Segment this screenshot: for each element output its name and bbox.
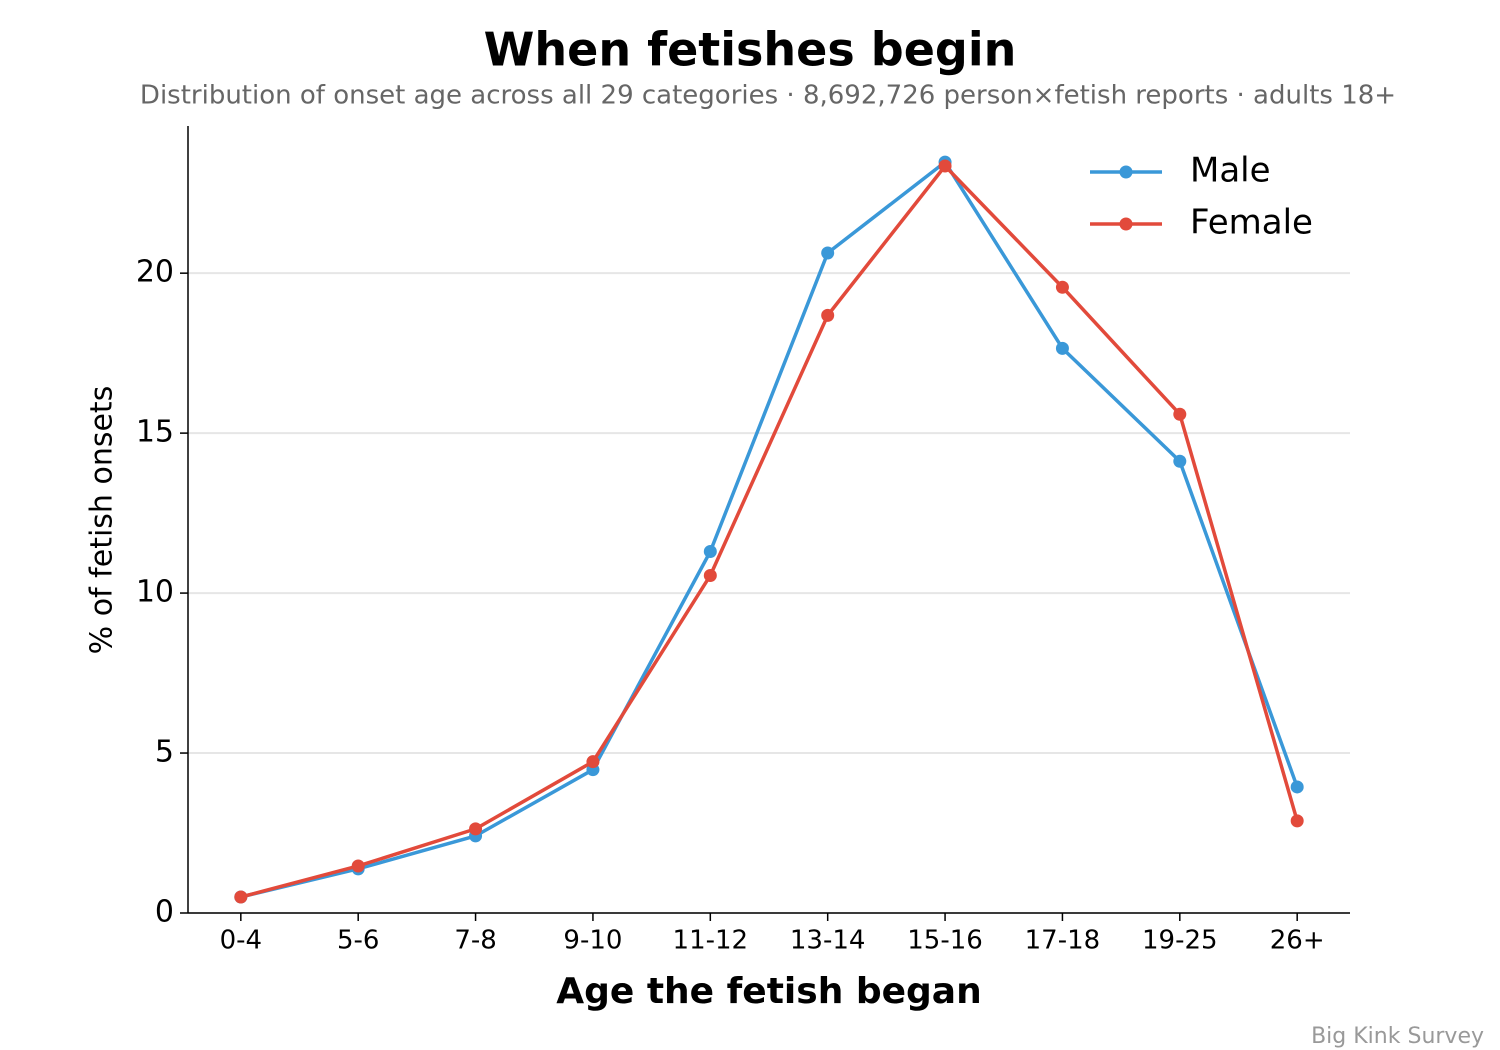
data-point	[938, 159, 952, 173]
y-tick-label: 0	[155, 895, 174, 930]
y-tick-label: 5	[155, 735, 174, 770]
x-axis-label: Age the fetish began	[556, 971, 981, 1012]
data-point	[469, 822, 483, 836]
y-tick-label: 20	[136, 255, 174, 290]
data-point	[703, 544, 717, 558]
data-point	[821, 246, 835, 260]
data-point	[586, 755, 600, 769]
legend-label: Female	[1190, 203, 1313, 243]
legend-marker	[1119, 217, 1133, 231]
x-tick-label: 0-4	[220, 926, 262, 956]
data-point	[1290, 814, 1304, 828]
data-point	[234, 890, 248, 904]
x-tick-label: 11-12	[673, 926, 749, 956]
x-tick-label: 13-14	[790, 926, 866, 956]
x-tick-label: 7-8	[454, 926, 496, 956]
chart-title: When fetishes begin	[484, 23, 1017, 77]
legend-marker	[1119, 165, 1133, 179]
x-tick-label: 9-10	[563, 926, 622, 956]
source-note: Big Kink Survey	[1311, 1024, 1484, 1049]
y-tick-label: 15	[136, 415, 174, 450]
legend-label: Male	[1190, 151, 1271, 191]
data-point	[1055, 341, 1069, 355]
x-tick-label: 5-6	[337, 926, 379, 956]
x-tick-label: 19-25	[1142, 926, 1218, 956]
data-point	[1290, 780, 1304, 794]
x-tick-label: 15-16	[907, 926, 983, 956]
data-point	[351, 859, 365, 873]
data-point	[1173, 454, 1187, 468]
series-line	[240, 164, 1299, 899]
series-line	[240, 160, 1299, 899]
y-axis-label: % of fetish onsets	[85, 386, 120, 655]
x-tick-label: 17-18	[1025, 926, 1101, 956]
data-point	[703, 568, 717, 582]
x-tick-label: 26+	[1270, 926, 1325, 956]
data-point	[1173, 407, 1187, 421]
chart-subtitle: Distribution of onset age across all 29 …	[140, 81, 1396, 111]
y-tick-label: 10	[136, 575, 174, 610]
data-point	[1055, 280, 1069, 294]
data-point	[821, 308, 835, 322]
